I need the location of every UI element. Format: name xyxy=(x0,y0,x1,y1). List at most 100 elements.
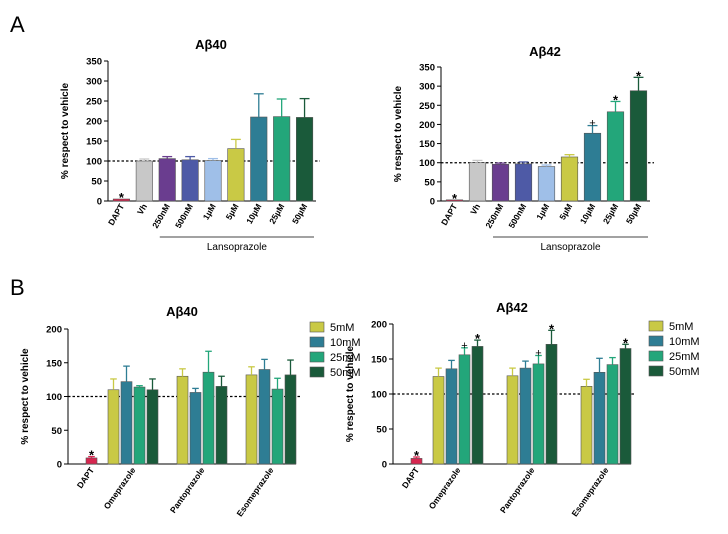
significance-star: * xyxy=(549,321,555,336)
bar xyxy=(468,162,487,202)
bar xyxy=(120,381,133,465)
bar xyxy=(181,159,199,202)
bar xyxy=(580,385,593,465)
y-tick-label: 300 xyxy=(86,77,102,88)
bar xyxy=(202,371,215,465)
significance-dagger: + xyxy=(535,348,541,360)
chart-title: Aβ40 xyxy=(195,37,227,52)
legend-label: 50mM xyxy=(330,367,361,379)
y-tick-label: 200 xyxy=(419,120,435,131)
y-tick-label: 250 xyxy=(86,97,102,108)
y-tick-label: 0 xyxy=(97,197,102,208)
legend-swatch xyxy=(648,365,664,377)
category-label: Vh xyxy=(135,202,149,216)
bar xyxy=(146,389,159,465)
category-label: 50µM xyxy=(624,202,643,226)
significance-star: * xyxy=(119,190,125,205)
significance-star: * xyxy=(475,331,481,346)
bar xyxy=(445,199,464,202)
bar xyxy=(583,132,602,202)
category-label: 25µM xyxy=(601,202,620,226)
bar xyxy=(245,374,258,465)
chart-title: Aβ42 xyxy=(496,300,528,315)
legend-swatch xyxy=(309,336,325,348)
bar xyxy=(215,386,228,465)
legend-label: 50mM xyxy=(669,366,700,378)
bar xyxy=(606,111,625,202)
bar xyxy=(227,148,245,202)
chart-a-abeta40: Aβ40 0 50 100 150 200 250 300 350 % respect to ve… xyxy=(60,37,320,253)
chart-b-abeta40: Aβ40 0 50 100 150 200 % respect to vehicle * DAP… xyxy=(20,304,361,518)
bar xyxy=(250,116,268,202)
significance-star: * xyxy=(623,335,629,350)
chart-a-abeta42: Aβ42 0 50 100 150 200 250 300 350 % respect to ve… xyxy=(393,44,654,253)
legend-label: 5mM xyxy=(669,321,693,333)
bar xyxy=(135,160,153,202)
category-label: 250nM xyxy=(483,202,505,230)
legend-label: 25mM xyxy=(669,351,700,363)
legend-label: 10mM xyxy=(669,336,700,348)
chart-title: Aβ40 xyxy=(166,304,198,319)
y-tick-label: 200 xyxy=(46,325,62,336)
y-tick-label: 300 xyxy=(419,82,435,93)
category-label: DAPT xyxy=(400,465,422,490)
bar xyxy=(471,346,484,465)
bar xyxy=(458,354,471,465)
bar xyxy=(296,117,314,202)
bar xyxy=(445,368,458,465)
bar xyxy=(629,90,648,202)
y-tick-label: 100 xyxy=(371,390,387,401)
category-label: Vh xyxy=(468,202,482,216)
category-label: 10µM xyxy=(244,202,263,226)
significance-dagger: + xyxy=(589,118,595,130)
category-label: 1µM xyxy=(201,202,218,221)
legend-swatch xyxy=(309,366,325,378)
bar xyxy=(606,364,619,465)
bar xyxy=(537,166,556,202)
bar xyxy=(176,375,189,465)
y-tick-label: 50 xyxy=(51,426,62,437)
bar xyxy=(560,156,579,202)
y-axis-label: % respect to vehicle xyxy=(345,345,356,442)
y-tick-label: 200 xyxy=(86,117,102,128)
category-label: DAPT xyxy=(75,465,97,490)
y-tick-label: 200 xyxy=(371,320,387,331)
y-tick-label: 150 xyxy=(86,137,102,148)
significance-star: * xyxy=(414,448,420,463)
category-label: 250nM xyxy=(150,202,172,230)
significance-star: * xyxy=(89,448,95,463)
bar xyxy=(619,348,632,465)
bar xyxy=(514,163,533,202)
category-label: Esomeprazole xyxy=(234,465,275,518)
bar xyxy=(133,386,146,465)
category-label: 5µM xyxy=(224,202,241,221)
y-tick-label: 0 xyxy=(382,460,387,471)
category-label: Esomeprazole xyxy=(569,465,610,518)
bar xyxy=(545,343,558,465)
y-tick-label: 350 xyxy=(419,63,435,74)
chart-b-abeta42: Aβ42 0 50 100 150 200 % respect to vehicle * DAP… xyxy=(345,300,700,518)
bar xyxy=(593,371,606,465)
category-label: 50µM xyxy=(290,202,309,226)
y-tick-label: 150 xyxy=(419,139,435,150)
bar xyxy=(158,158,176,202)
legend-label: 5mM xyxy=(330,322,354,334)
bar xyxy=(532,363,545,465)
legend-swatch xyxy=(648,335,664,347)
category-label: Omeprazole xyxy=(427,465,463,511)
legend-swatch xyxy=(648,350,664,362)
category-label: 25µM xyxy=(267,202,286,226)
y-tick-label: 0 xyxy=(430,197,435,208)
y-tick-label: 0 xyxy=(57,460,62,471)
category-label: Omeprazole xyxy=(102,465,138,511)
bar xyxy=(506,375,519,465)
y-tick-label: 150 xyxy=(46,358,62,369)
y-axis-label: % respect to vehicle xyxy=(393,85,404,182)
legend-label: 25mM xyxy=(330,352,361,364)
legend-swatch xyxy=(309,321,325,333)
chart-title: Aβ42 xyxy=(529,44,561,59)
category-label: Pantoprazole xyxy=(498,465,537,515)
legend-swatch xyxy=(648,320,664,332)
y-tick-label: 100 xyxy=(419,158,435,169)
